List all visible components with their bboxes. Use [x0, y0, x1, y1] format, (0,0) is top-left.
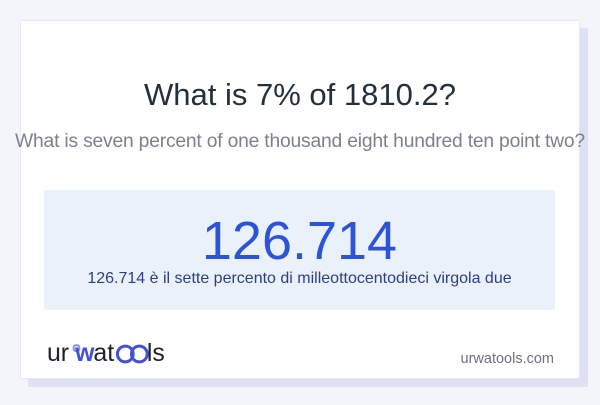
svg-text:ur: ur	[47, 340, 69, 367]
svg-text:w: w	[74, 340, 95, 367]
svg-text:at: at	[93, 340, 114, 367]
svg-text:ls: ls	[147, 340, 165, 367]
